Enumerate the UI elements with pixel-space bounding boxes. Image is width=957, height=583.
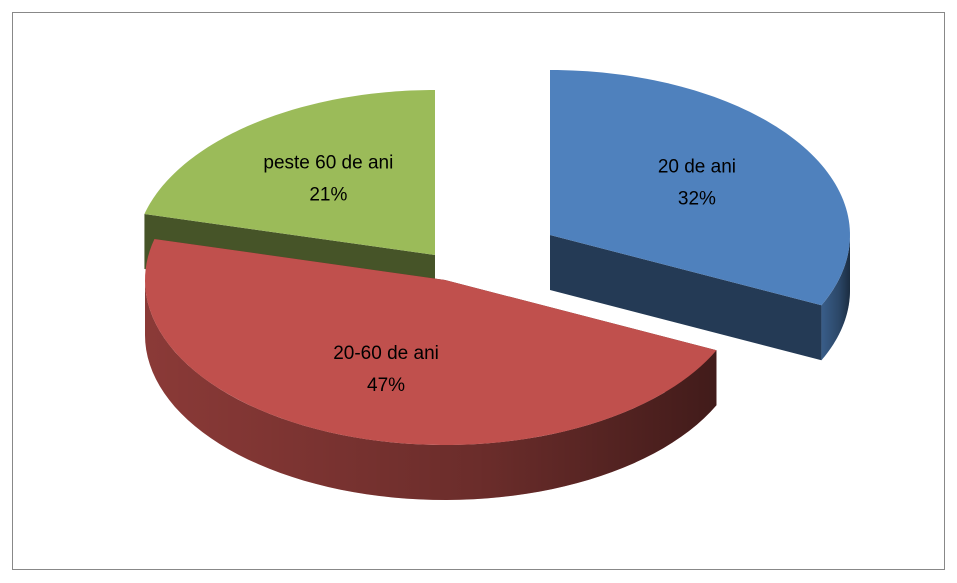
slice: [550, 70, 850, 306]
slice-category-label: 20-60 de ani: [333, 343, 439, 364]
slice-side-shade: [821, 235, 850, 361]
slice: [144, 90, 435, 255]
slice-value-label: 32%: [678, 189, 716, 210]
slice: [145, 238, 717, 445]
slice-side-shade: [145, 280, 717, 500]
slice-value-label: 47%: [367, 375, 405, 396]
slice-value-label: 21%: [309, 184, 347, 205]
slice-category-label: 20 de ani: [658, 157, 736, 178]
slice-side: [550, 235, 822, 361]
slice-category-label: peste 60 de ani: [263, 152, 393, 173]
